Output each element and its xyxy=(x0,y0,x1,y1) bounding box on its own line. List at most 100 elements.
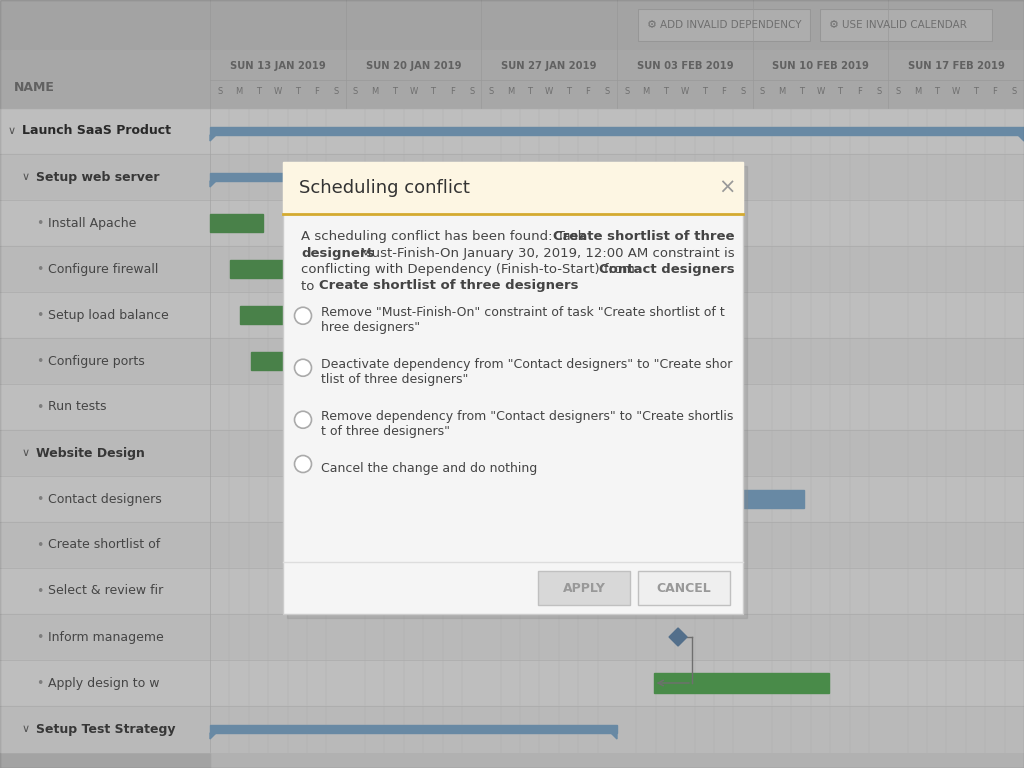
Bar xyxy=(0,246,1024,292)
Polygon shape xyxy=(210,181,216,187)
Text: S: S xyxy=(488,88,494,96)
Text: ∨: ∨ xyxy=(22,172,30,182)
Text: NAME: NAME xyxy=(14,81,55,94)
Text: S: S xyxy=(334,88,339,96)
Circle shape xyxy=(295,359,311,376)
Bar xyxy=(210,725,617,733)
Text: Contact designers: Contact designers xyxy=(48,492,162,505)
Text: W: W xyxy=(681,88,689,96)
Text: M: M xyxy=(371,88,378,96)
Text: W: W xyxy=(952,88,961,96)
Text: Run tests: Run tests xyxy=(48,400,106,413)
Text: •: • xyxy=(36,217,43,230)
Text: Remove dependency from "Contact designers" to "Create shortlis: Remove dependency from "Contact designer… xyxy=(321,410,733,423)
Bar xyxy=(638,571,730,605)
Bar xyxy=(0,522,1024,568)
Text: Configure ports: Configure ports xyxy=(48,355,144,368)
Text: W: W xyxy=(545,88,553,96)
Text: M: M xyxy=(778,88,785,96)
Text: •: • xyxy=(36,309,43,322)
Circle shape xyxy=(295,455,311,472)
Bar xyxy=(210,173,332,181)
Polygon shape xyxy=(326,181,332,187)
Text: T: T xyxy=(527,88,532,96)
Text: •: • xyxy=(36,677,43,690)
Text: W: W xyxy=(816,88,824,96)
Text: to: to xyxy=(301,280,318,293)
Text: T: T xyxy=(566,88,571,96)
Text: SUN 10 FEB 2019: SUN 10 FEB 2019 xyxy=(772,61,869,71)
Text: •: • xyxy=(36,584,43,598)
Text: designers: designers xyxy=(301,247,375,260)
Polygon shape xyxy=(210,135,216,141)
Text: F: F xyxy=(721,88,726,96)
Text: Create shortlist of: Create shortlist of xyxy=(48,538,160,551)
Bar xyxy=(0,660,1024,706)
Text: •: • xyxy=(36,538,43,551)
Circle shape xyxy=(295,307,311,324)
Bar xyxy=(210,214,263,232)
Text: SUN 13 JAN 2019: SUN 13 JAN 2019 xyxy=(230,61,326,71)
Text: T: T xyxy=(701,88,707,96)
Text: ADD INVALID DEPENDENCY: ADD INVALID DEPENDENCY xyxy=(660,20,802,30)
Text: CANCEL: CANCEL xyxy=(656,581,712,594)
Polygon shape xyxy=(611,733,617,739)
Text: S: S xyxy=(895,88,901,96)
Text: SUN 20 JAN 2019: SUN 20 JAN 2019 xyxy=(366,61,461,71)
Text: F: F xyxy=(450,88,455,96)
Text: conflicting with Dependency (Finish-to-Start) from: conflicting with Dependency (Finish-to-S… xyxy=(301,263,639,276)
Text: •: • xyxy=(36,631,43,644)
Bar xyxy=(0,50,1024,108)
Bar xyxy=(653,673,828,693)
Text: T: T xyxy=(295,88,300,96)
Text: Website Design: Website Design xyxy=(36,446,144,459)
Text: SUN 27 JAN 2019: SUN 27 JAN 2019 xyxy=(502,61,597,71)
Text: ×: × xyxy=(718,178,736,198)
Text: Scheduling conflict: Scheduling conflict xyxy=(299,179,470,197)
Bar xyxy=(0,154,1024,200)
Bar xyxy=(0,0,210,768)
Text: F: F xyxy=(586,88,591,96)
Text: ∨: ∨ xyxy=(22,724,30,734)
Text: Inform manageme: Inform manageme xyxy=(48,631,164,644)
Bar xyxy=(538,571,630,605)
Text: Install Apache: Install Apache xyxy=(48,217,136,230)
FancyBboxPatch shape xyxy=(283,162,743,614)
Bar xyxy=(210,0,1024,768)
Text: ⚙: ⚙ xyxy=(647,20,657,30)
Text: F: F xyxy=(857,88,862,96)
Text: S: S xyxy=(1012,88,1017,96)
Text: A scheduling conflict has been found: Task: A scheduling conflict has been found: Ta… xyxy=(301,230,590,243)
Text: hree designers": hree designers" xyxy=(321,322,420,335)
Text: S: S xyxy=(760,88,765,96)
Text: •: • xyxy=(36,400,43,413)
Polygon shape xyxy=(210,733,216,739)
Text: T: T xyxy=(430,88,435,96)
Text: ⚙: ⚙ xyxy=(829,20,839,30)
Text: ∨: ∨ xyxy=(8,126,16,136)
Text: Create shortlist of three: Create shortlist of three xyxy=(553,230,734,243)
Text: USE INVALID CALENDAR: USE INVALID CALENDAR xyxy=(842,20,967,30)
Text: •: • xyxy=(36,355,43,368)
Bar xyxy=(0,338,1024,384)
Polygon shape xyxy=(669,628,687,646)
Text: Deactivate dependency from "Contact designers" to "Create shor: Deactivate dependency from "Contact desi… xyxy=(321,358,732,371)
Text: SUN 03 FEB 2019: SUN 03 FEB 2019 xyxy=(637,61,733,71)
Text: •: • xyxy=(36,263,43,276)
Text: Launch SaaS Product: Launch SaaS Product xyxy=(22,124,171,137)
Text: T: T xyxy=(838,88,843,96)
Text: •: • xyxy=(36,492,43,505)
Text: Setup Test Strategy: Setup Test Strategy xyxy=(36,723,175,736)
Bar xyxy=(287,166,746,618)
Text: Cancel the change and do nothing: Cancel the change and do nothing xyxy=(321,462,538,475)
Text: T: T xyxy=(256,88,261,96)
Text: S: S xyxy=(352,88,358,96)
Text: Select & review fir: Select & review fir xyxy=(48,584,163,598)
Text: S: S xyxy=(624,88,630,96)
Bar xyxy=(283,162,743,214)
Bar xyxy=(251,352,296,370)
Text: S: S xyxy=(605,88,610,96)
Text: M: M xyxy=(642,88,649,96)
Text: Configure firewall: Configure firewall xyxy=(48,263,159,276)
Text: F: F xyxy=(314,88,319,96)
